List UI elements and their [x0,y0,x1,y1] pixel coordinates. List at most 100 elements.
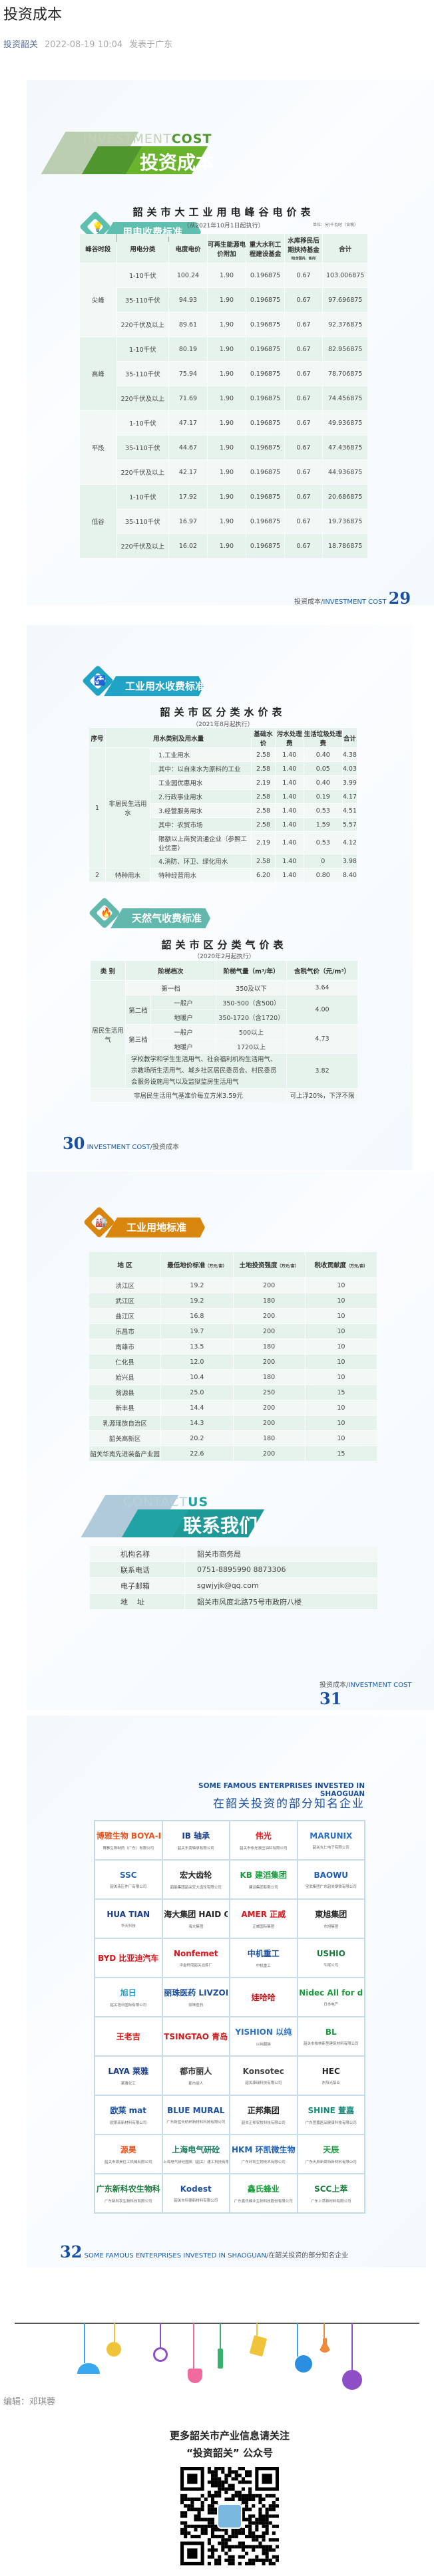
table-cell: 14.3 [161,1416,233,1430]
enterprise-logo: BAOWU [314,1870,349,1880]
table-cell: 35-110千伏 [116,362,169,386]
table-cell: 2.58 [252,790,275,803]
account-link[interactable]: 投资韶关 [3,40,39,50]
enterprise-logo: HKM 环凯微生物 [232,2145,296,2154]
publish-date: 2022-08-19 10:04 [45,40,123,50]
contact-label: 地 址 [90,1594,184,1609]
table-cell: 1.90 [207,362,246,386]
table-row: 南雄市 13.5 180 10 [89,1339,377,1354]
enterprise-name: 广东上萃新材料有限公司 [310,2200,351,2204]
enterprise-item: 天辰广东天辰新莱特新材料有限公司 [297,2134,365,2174]
table-cell: 49.936875 [323,411,367,435]
enterprise-item: BLUE MURAL 广东新蓝天纺织新材料科技有限公司 [162,2095,230,2134]
enterprise-name: 广东天辰新莱特新材料有限公司 [305,2160,357,2164]
category-cell: 非居民生活用水 [106,748,150,868]
column-header: 生活垃圾处理费 [304,728,342,747]
globe-icon [342,2370,362,2390]
enterprise-name: 欧莱高新材料有限公司 [110,2121,147,2125]
enterprise-item: 伟光 韶关市伟光液压油缸有限公司 [230,1821,298,1860]
table-cell: 韶关华南先进装备产业园 [89,1446,161,1461]
enterprise-name: 宝武集团广东韶关钢铁有限公司 [305,1884,357,1889]
contact-row: 联系电话 0751-8895990 8873306 [90,1562,377,1577]
enterprise-logo: 旭日 [120,1988,136,1997]
table-cell: 0.67 [284,485,323,509]
hanging-icons-decoration [0,2323,434,2396]
table-cell: 1.工业用水 [150,748,252,761]
table-row: 高峰 1-10千伏 80.19 1.90 0.196875 0.67 82.956875 [80,337,367,410]
enterprise-logo: 源昊 [120,2145,136,2154]
column-header: 地 区 [89,1252,161,1277]
table-cell: 0.67 [284,362,323,386]
enterprise-item: 源昊 韶关市源昊住工机械有限公司 [95,2134,162,2174]
enterprise-name: 韶关市柏林新型建筑材料有限公司 [303,2041,359,2046]
table-cell: 17.92 [169,485,207,509]
clock-icon [153,2347,168,2362]
table-cell: 4.38 [342,748,357,761]
lightbulb-icon: 💡 [92,222,104,233]
table-row: 武江区 19.2 180 10 [89,1293,377,1308]
enterprise-name: 韶关市伟光液压油缸有限公司 [239,1847,288,1851]
table-row: 尖峰 1-10千伏 100.24 1.90 0.196875 0.67 103.006875 [80,263,367,336]
enterprise-item: 王老吉 [95,2017,162,2056]
column-header: 税收贡献度（万元/亩） [305,1252,377,1277]
contact-value: 韶关市风度北路75号市政府八楼 [185,1594,377,1609]
table-cell: 2.58 [252,854,275,868]
column-header: 最低地价标准（万元/亩） [161,1252,233,1277]
table-cell: 10 [305,1309,377,1323]
contact-value[interactable]: sgwjyjk@qq.com [185,1578,377,1593]
enterprise-logo: Nidec All for dreams [299,1988,363,1997]
table-row: 35-110千伏 94.93 1.90 0.196875 0.67 97.696875 [80,288,367,312]
page-footer-29: 投资成本/INVESTMENT COST 29 [294,588,411,608]
enterprise-name: 东阳光铝业 [322,2081,340,2085]
table-cell: 10 [305,1431,377,1446]
enterprise-item: TSINGTAO 青岛啤酒 [162,2017,230,2056]
factory-icon: 🏭 [95,1217,107,1227]
table-row: 35-110千伏 75.94 1.90 0.196875 0.67 78.706875 [80,362,367,386]
table-cell: 35-110千伏 [116,436,169,459]
electricity-unit: 单位：分/千瓦时（含税） [313,223,359,227]
qr-pattern [180,2467,279,2565]
table-cell: 47.17 [169,411,207,435]
enterprise-logo: Nonfemet [173,1948,218,1958]
table-cell: 10 [305,1354,377,1369]
enterprise-item: 旭日 韶关旭日国际有限公司 [95,1978,162,2017]
table-cell: 1.40 [275,832,304,854]
table-cell: 0.67 [284,534,323,558]
table-cell: 特种经营用水 [150,868,252,882]
enterprise-logo: YISHION 以纯 [235,2027,292,2037]
enterprise-logo: HUA TIAN [107,1909,150,1919]
table-cell: 22.6 [161,1446,233,1461]
table-row: 乳源瑶族自治区 14.3 200 10 [89,1416,377,1430]
enterprise-item: YISHION 以纯 以纯服装 [230,2017,298,2056]
table-row: 乐昌市 19.7 200 10 [89,1324,377,1339]
table-cell: 1.90 [207,313,246,336]
table-cell: 1.90 [207,534,246,558]
table-cell: 42.17 [169,460,207,484]
gas-subtitle: （2020年2月起执行） [194,954,255,960]
table-cell: 100.24 [169,263,207,287]
table-cell: 1.59 [304,818,342,831]
enterprise-logo: 東旭集团 [315,1910,347,1919]
table-cell: 南雄市 [89,1339,161,1354]
contact-row: 电子邮箱 sgwjyjk@qq.com [90,1578,377,1593]
table-cell: 0.40 [304,776,342,789]
column-header: 用电分类 [116,234,169,263]
section-water: 🚰 工业用水收费标准 [81,664,217,698]
enterprise-logo: 上海电气研砼 [172,2145,220,2154]
enterprise-logo: 天辰 [323,2145,339,2154]
column-header: 合计 [342,728,357,747]
table-cell: 44.936875 [323,460,367,484]
contact-value: 0751-8895990 8873306 [185,1562,377,1577]
table-cell: 0.196875 [246,411,284,435]
enterprise-logo: KB 建滔集团 [240,1870,288,1880]
column-header: 可再生能源电价附加 [207,234,246,263]
table-cell: 2.19 [252,776,275,789]
enterprise-item: KB 建滔集团 建滔集团有限公司 [230,1860,298,1899]
enterprise-logo: 正邦集团 [247,2106,280,2115]
table-cell: 16.8 [161,1309,233,1323]
qr-code[interactable] [180,2467,279,2565]
table-cell: 0.67 [284,460,323,484]
table-cell: 限额以上商贸流通企业（参照工业优惠） [150,832,252,854]
contact-label: 机构名称 [90,1546,184,1561]
enterprise-name: 都市丽人 [188,2082,204,2086]
